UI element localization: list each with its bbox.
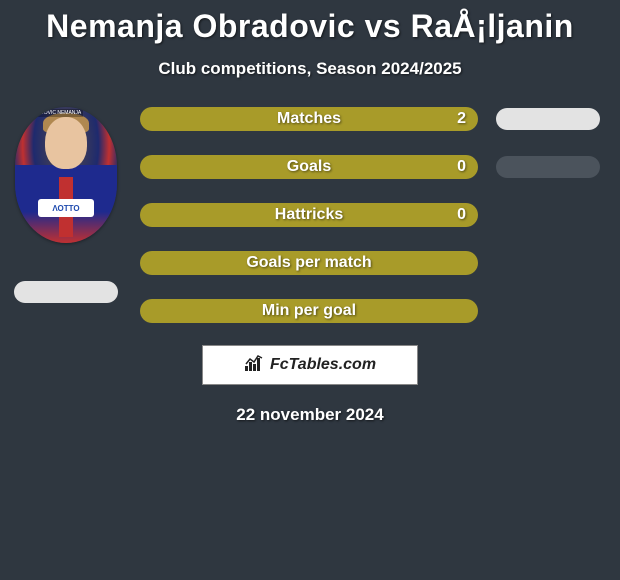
stat-row-hattricks: Hattricks 0 [140, 203, 600, 227]
stat-label: Min per goal [262, 302, 356, 320]
stat-bar: Goals per match [140, 251, 478, 275]
player-column: ΛΟΤΤΟ 15 OBRADOVIC NEMANJA [6, 107, 126, 303]
brand-text: FcTables.com [270, 356, 376, 374]
player-tag: 15 OBRADOVIC NEMANJA [17, 109, 83, 117]
stat-label: Goals per match [246, 254, 371, 272]
stat-label: Goals [287, 158, 331, 176]
page-subtitle: Club competitions, Season 2024/2025 [0, 59, 620, 79]
stat-row-goals: Goals 0 [140, 155, 600, 179]
stat-value: 0 [457, 158, 466, 176]
player-avatar: ΛΟΤΤΟ 15 OBRADOVIC NEMANJA [15, 107, 117, 243]
stat-bar: Goals 0 [140, 155, 478, 179]
stat-bars: Matches 2 Goals 0 Hattricks 0 Goals per … [126, 107, 614, 323]
stat-bar: Hattricks 0 [140, 203, 478, 227]
stat-value: 0 [457, 206, 466, 224]
stat-row-min-per-goal: Min per goal [140, 299, 600, 323]
footer-date: 22 november 2024 [0, 405, 620, 425]
page-title: Nemanja Obradovic vs RaÅ¡ljanin [0, 0, 620, 45]
stat-row-goals-per-match: Goals per match [140, 251, 600, 275]
jersey-sponsor: ΛΟΤΤΟ [38, 199, 94, 217]
stat-bar: Min per goal [140, 299, 478, 323]
stat-label: Matches [277, 110, 341, 128]
comparison-body: ΛΟΤΤΟ 15 OBRADOVIC NEMANJA Matches 2 Goa… [0, 107, 620, 323]
brand-icon [244, 354, 266, 377]
stat-label: Hattricks [275, 206, 343, 224]
opponent-pill [496, 108, 600, 130]
player-left-pill [14, 281, 118, 303]
branding-box: FcTables.com [202, 345, 418, 385]
opponent-pill [496, 156, 600, 178]
stat-row-matches: Matches 2 [140, 107, 600, 131]
stat-bar: Matches 2 [140, 107, 478, 131]
stat-value: 2 [457, 110, 466, 128]
